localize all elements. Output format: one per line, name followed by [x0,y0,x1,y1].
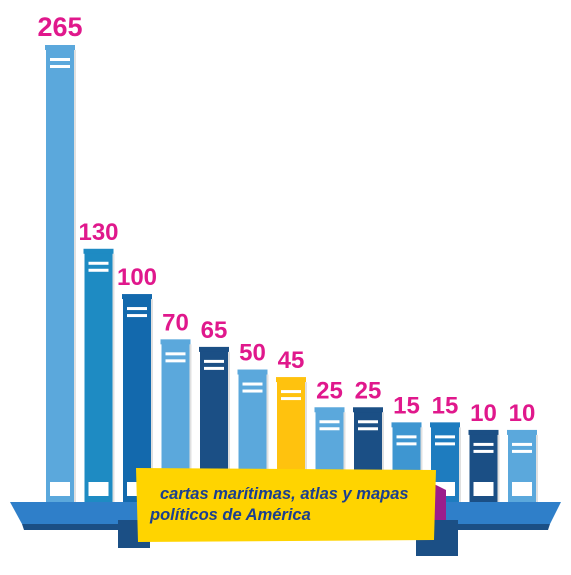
value-label: 25 [355,377,382,404]
bar-cap [45,45,75,50]
bar-foot-label [512,482,532,496]
bar [468,429,500,502]
bar-cap [83,248,114,254]
bar-cap [314,407,345,413]
value-label: 50 [239,340,266,367]
bar-body [123,297,151,502]
bar [83,248,115,502]
bar-stripe [127,314,147,318]
value-label: 15 [432,392,459,419]
bar-stripe [281,390,301,394]
bar-stripe [512,449,532,453]
value-label: 10 [470,400,497,427]
bar-body [84,251,113,502]
bar-stripe [242,389,263,393]
bar-stripe [88,268,109,272]
bar-stripe [473,442,494,446]
bar-stripe [396,442,417,446]
bar-cap [353,407,383,413]
bar-stripe [127,307,147,311]
bar-stripe [165,352,186,356]
bar-cap [276,377,306,383]
caption-line-1: cartas marítimas, atlas y mapas [160,485,409,503]
bar [507,429,538,502]
bar-stripe [204,359,224,363]
bar-stripe [50,65,70,68]
bar-stripe [165,359,186,363]
bar-stripe [435,435,455,439]
bar-foot-label [88,482,109,496]
bar-stripe [396,435,417,439]
banner [136,468,436,542]
bar [122,294,153,502]
bar-cap [391,422,422,428]
bar-cap [507,429,537,435]
value-label: 10 [509,400,536,427]
bar-cap [468,429,499,435]
bar-foot-label [50,482,70,496]
bar-cap [160,339,191,345]
caption-line-2: políticos de América [149,506,311,524]
bar-stripe [88,261,109,265]
bar-stripe [319,420,340,424]
bar-cap [430,422,460,428]
bar-body [46,48,74,502]
annotation-banner: cartas marítimas, atlas y mapas político… [118,468,458,556]
bar-stripe [281,397,301,401]
bar-stripe [358,420,378,424]
bar-stripe [435,442,455,446]
value-label: 25 [316,377,343,404]
bar-cap [199,346,229,352]
bar-stripe [512,442,532,446]
bar-stripe [473,449,494,453]
value-label: 265 [37,12,82,42]
value-label: 100 [117,264,157,291]
bar-stripe [204,366,224,370]
bar [45,45,76,502]
bar-stripe [319,427,340,431]
bar-foot-label [473,482,494,496]
bar-stripe [242,382,263,386]
value-label: 70 [162,309,189,336]
value-label: 65 [201,317,228,344]
bar-stripe [50,58,70,61]
bar-cap [122,294,152,300]
bar-cap [237,369,268,375]
value-label: 15 [393,392,420,419]
value-label: 130 [78,219,118,246]
bar-stripe [358,427,378,431]
value-label: 45 [278,347,305,374]
